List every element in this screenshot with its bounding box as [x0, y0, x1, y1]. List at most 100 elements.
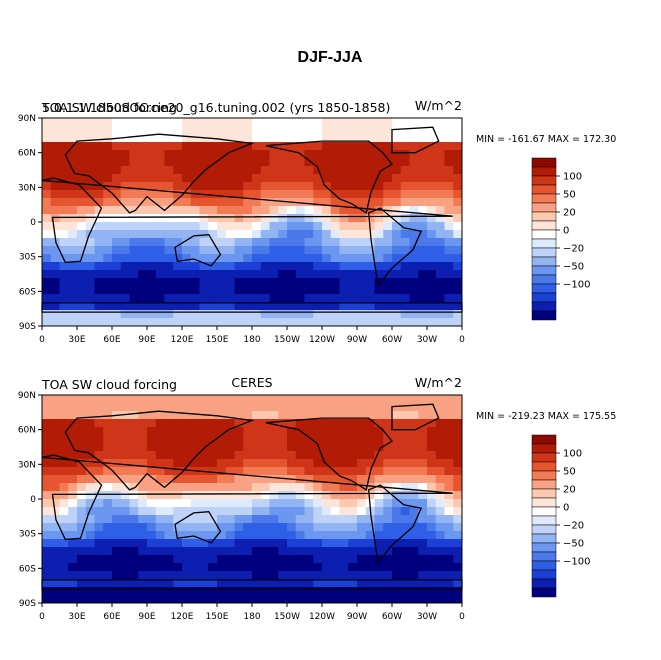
field-cell	[190, 515, 200, 524]
field-cell	[199, 182, 209, 191]
field-cell	[173, 419, 183, 428]
field-cell	[453, 571, 463, 580]
field-cell	[418, 302, 428, 311]
field-cell	[234, 310, 244, 319]
y-tick-label: 30S	[19, 253, 36, 263]
colorbar-swatch	[531, 301, 557, 312]
field-cell	[112, 515, 122, 524]
field-cell	[164, 419, 174, 428]
field-cell	[287, 563, 297, 572]
field-cell	[77, 459, 87, 468]
field-cell	[190, 483, 200, 492]
field-cell	[190, 166, 200, 175]
field-cell	[365, 587, 375, 596]
field-cell	[427, 427, 437, 436]
field-cell	[94, 403, 104, 412]
y-tick-label: 0	[30, 218, 36, 228]
field-cell	[164, 238, 174, 247]
field-cell	[269, 435, 279, 444]
field-cell	[409, 158, 419, 167]
field-cell	[42, 294, 52, 303]
field-cell	[85, 286, 95, 295]
field-cell	[453, 555, 463, 564]
colorbar-swatch	[531, 238, 557, 249]
field-cell	[295, 579, 305, 588]
field-cell	[225, 515, 235, 524]
field-cell	[295, 190, 305, 199]
field-cell	[190, 238, 200, 247]
field-cell	[42, 182, 52, 191]
field-cell	[59, 539, 69, 548]
field-cell	[164, 158, 174, 167]
field-cell	[129, 190, 139, 199]
field-cell	[68, 150, 78, 159]
field-cell	[357, 491, 367, 500]
field-cell	[129, 270, 139, 279]
field-cell	[217, 483, 227, 492]
field-cell	[330, 198, 340, 207]
field-cell	[50, 190, 60, 199]
field-cell	[42, 467, 52, 476]
field-cell	[129, 166, 139, 175]
field-cell	[59, 214, 69, 223]
field-cell	[278, 150, 288, 159]
field-cell	[278, 230, 288, 239]
field-cell	[42, 126, 52, 135]
field-cell	[129, 411, 139, 420]
field-cell	[243, 395, 253, 404]
field-cell	[120, 491, 130, 500]
field-cell	[269, 318, 279, 327]
field-cell	[383, 318, 393, 327]
field-cell	[453, 515, 463, 524]
field-cell	[322, 403, 332, 412]
field-cell	[147, 182, 157, 191]
field-cell	[322, 278, 332, 287]
field-cell	[330, 190, 340, 199]
field-cell	[173, 459, 183, 468]
field-cell	[77, 118, 87, 127]
field-cell	[357, 118, 367, 127]
field-cell	[164, 483, 174, 492]
field-cell	[208, 395, 218, 404]
field-cell	[94, 174, 104, 183]
field-cell	[427, 142, 437, 151]
y-tick-label: 90N	[18, 391, 36, 401]
x-tick-label: 120E	[171, 335, 194, 345]
field-cell	[138, 507, 148, 516]
field-cell	[173, 262, 183, 271]
colorbar-swatch	[531, 452, 557, 463]
field-cell	[287, 262, 297, 271]
field-cell	[225, 499, 235, 508]
field-cell	[278, 294, 288, 303]
field-cell	[348, 278, 358, 287]
field-cell	[129, 126, 139, 135]
field-cell	[234, 475, 244, 484]
field-cell	[348, 531, 358, 540]
field-cell	[348, 198, 358, 207]
colorbar-label: 0	[563, 226, 569, 237]
field-cell	[400, 419, 410, 428]
field-cell	[295, 238, 305, 247]
field-cell	[427, 579, 437, 588]
field-cell	[138, 270, 148, 279]
field-cell	[339, 571, 349, 580]
field-cell	[182, 571, 192, 580]
field-cell	[243, 126, 253, 135]
field-cell	[287, 182, 297, 191]
field-cell	[129, 294, 139, 303]
x-tick-label: 60W	[382, 335, 402, 345]
field-cell	[112, 318, 122, 327]
field-cell	[409, 515, 419, 524]
field-cell	[392, 286, 402, 295]
field-cell	[453, 198, 463, 207]
field-cell	[252, 238, 262, 247]
field-cell	[129, 427, 139, 436]
coastline-path	[368, 484, 423, 565]
field-cell	[42, 214, 52, 223]
field-cell	[85, 467, 95, 476]
colorbar-swatch	[531, 202, 557, 213]
field-cell	[94, 262, 104, 271]
field-cell	[295, 523, 305, 532]
field-cell	[190, 294, 200, 303]
field-cell	[260, 459, 270, 468]
